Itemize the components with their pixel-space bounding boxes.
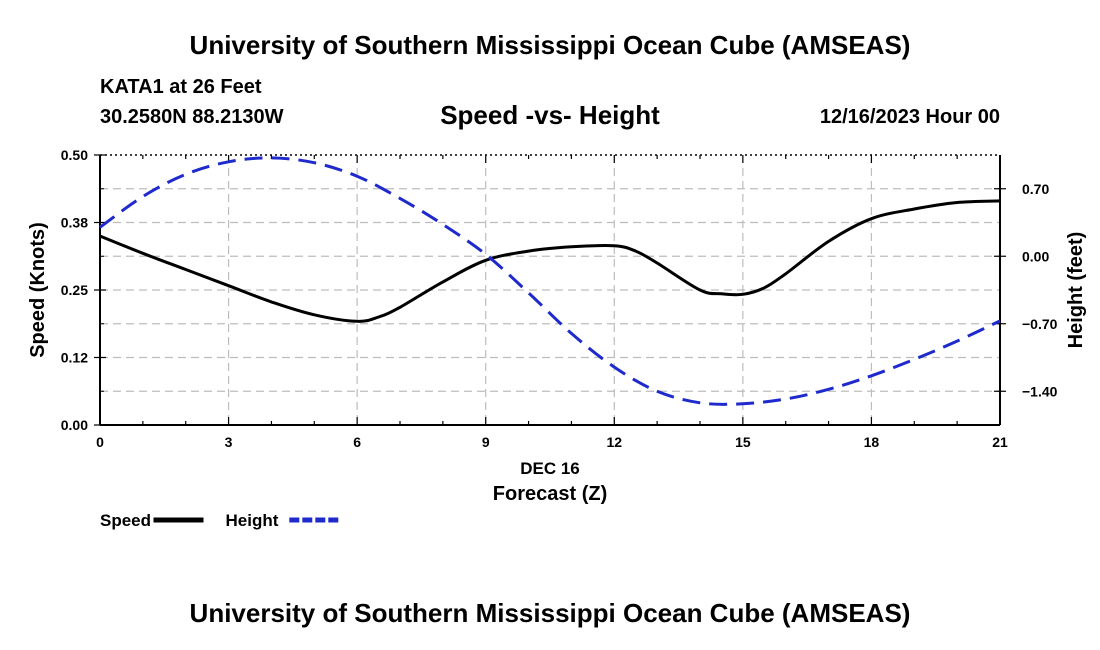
y-left-tick-label: 0.25 — [61, 282, 88, 298]
y-right-tick-label: −1.40 — [1022, 383, 1058, 399]
y-left-tick-label: 0.00 — [61, 417, 88, 433]
x-tick-label: 0 — [96, 434, 104, 450]
page-title: University of Southern Mississippi Ocean… — [189, 30, 911, 60]
x-axis-date-label: DEC 16 — [520, 459, 580, 478]
y-left-axis-title: Speed (Knots) — [27, 222, 49, 358]
y-right-tick-label: −0.70 — [1022, 316, 1058, 332]
y-right-tick-label: 0.70 — [1022, 181, 1049, 197]
y-right-tick-label: 0.00 — [1022, 248, 1049, 264]
series-line-speed — [99, 199, 1001, 323]
x-tick-label: 21 — [992, 434, 1008, 450]
station-name: KATA1 at 26 Feet — [100, 76, 262, 98]
y-left-tick-label: 0.12 — [61, 350, 88, 366]
footer-title: University of Southern Mississippi Ocean… — [189, 598, 911, 628]
series-line-height — [99, 156, 1001, 406]
legend-label-speed: Speed — [100, 511, 151, 530]
x-tick-label: 6 — [353, 434, 361, 450]
x-tick-label: 12 — [606, 434, 622, 450]
y-left-tick-label: 0.38 — [61, 215, 88, 231]
forecast-datetime: 12/16/2023 Hour 00 — [819, 106, 1000, 128]
x-tick-label: 9 — [482, 434, 490, 450]
x-tick-label: 3 — [225, 434, 233, 450]
legend-label-height: Height — [226, 511, 279, 530]
x-axis-title: Forecast (Z) — [493, 483, 607, 505]
station-coordinates: 30.2580N 88.2130W — [100, 106, 284, 128]
chart-title: Speed -vs- Height — [440, 100, 660, 130]
y-right-axis-title: Height (feet) — [1065, 232, 1087, 349]
y-left-tick-label: 0.50 — [61, 147, 88, 163]
x-tick-label: 18 — [864, 434, 880, 450]
x-tick-label: 15 — [735, 434, 751, 450]
